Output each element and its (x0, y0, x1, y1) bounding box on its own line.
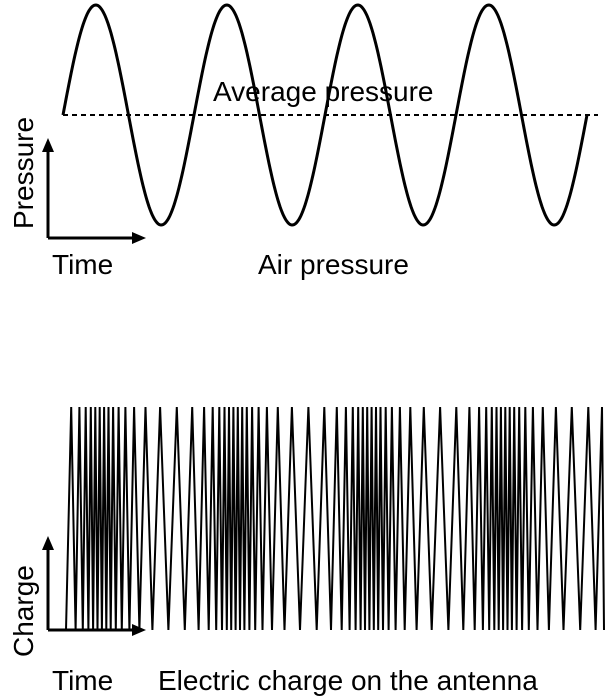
pressure-x-axis-arrowhead (132, 232, 146, 244)
charge-y-axis-label: Charge (8, 565, 39, 657)
charge-x-axis-label: Time (52, 665, 113, 696)
antenna-charge-title: Electric charge on the antenna (158, 665, 538, 696)
charge-y-axis-arrowhead (42, 536, 54, 550)
antenna-charge-panel: Charge Time Electric charge on the anten… (8, 406, 605, 696)
pressure-x-axis-label: Time (52, 249, 113, 280)
pressure-y-axis-label: Pressure (8, 117, 39, 229)
charge-x-axis-arrowhead (132, 624, 146, 636)
charge-modulated-wave (65, 406, 605, 631)
average-pressure-label: Average pressure (213, 76, 434, 107)
pressure-y-axis-arrowhead (42, 138, 54, 152)
air-pressure-panel: Average pressure Pressure Time Air press… (8, 3, 598, 280)
air-pressure-title: Air pressure (258, 249, 409, 280)
